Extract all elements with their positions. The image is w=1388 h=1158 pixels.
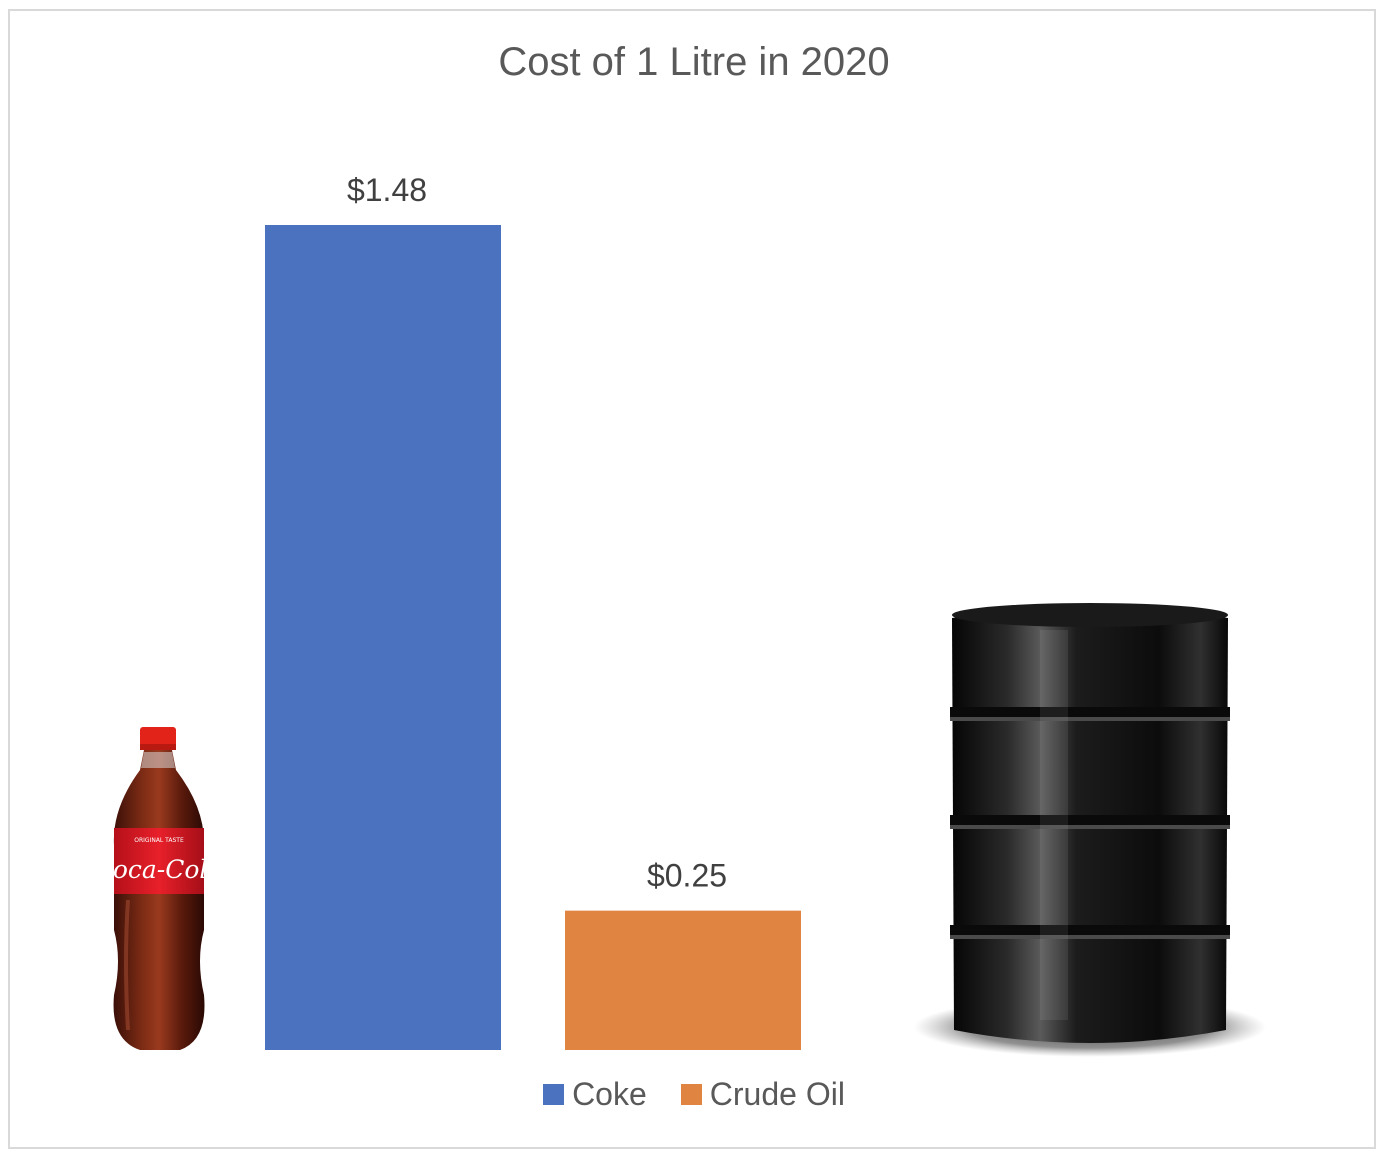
legend: Coke Crude Oil [0,1076,1388,1113]
bar-crude-oil [565,910,801,1050]
legend-item-crude-oil: Crude Oil [680,1076,845,1113]
bars-group [265,225,801,1050]
coke-bottle-icon: ORIGINAL TASTE Coca-Cola [94,727,223,1050]
oil-barrel-icon [914,603,1266,1057]
data-label-crude-oil: $0.25 [647,858,727,894]
bar-coke [265,225,501,1050]
legend-swatch-coke [543,1084,565,1105]
data-label-coke: $1.48 [347,172,427,208]
chart-title: Cost of 1 Litre in 2020 [498,40,890,84]
svg-text:Coca-Cola: Coca-Cola [94,855,223,884]
legend-item-coke: Coke [543,1076,647,1113]
legend-swatch-crude-oil [680,1084,702,1105]
legend-label-coke: Coke [572,1076,647,1112]
legend-label-crude-oil: Crude Oil [709,1076,845,1112]
svg-text:ORIGINAL TASTE: ORIGINAL TASTE [134,837,184,844]
data-labels-group: $1.48 $0.25 [347,172,727,894]
